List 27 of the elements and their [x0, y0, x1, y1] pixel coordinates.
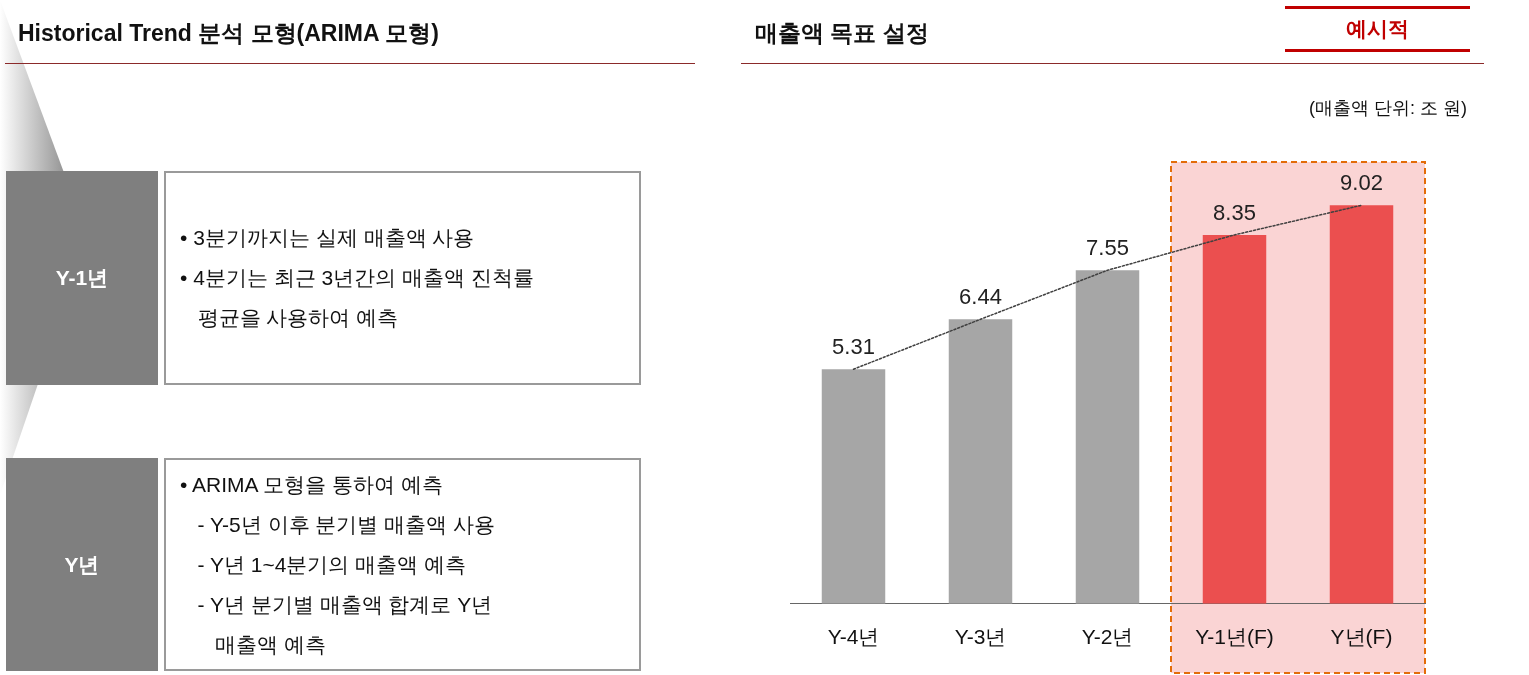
text: Historical Trend 분석 모형(ARIMA 모형) — [18, 19, 439, 48]
data-label: 8.35 — [1213, 199, 1256, 225]
text: Y년 — [6, 458, 158, 671]
bar — [1329, 205, 1394, 604]
text: • 3분기까지는 실제 매출액 사용 — [180, 225, 476, 251]
data-label: 9.02 — [1340, 170, 1383, 196]
text: - Y년 1~4분기의 매출액 예측 — [196, 551, 468, 578]
data-label: 5.31 — [832, 334, 875, 360]
text: - Y-5년 이후 분기별 매출액 사용 — [196, 511, 497, 538]
chart-title: 매출액 목표 설정 — [755, 19, 929, 48]
text: • ARIMA 모형을 통하여 예측 — [180, 471, 444, 498]
x-tick-label: Y-1년(F) — [1195, 625, 1274, 649]
x-tick-label: Y년(F) — [1330, 625, 1393, 649]
text: - Y년 분기별 매출액 합계로 Y년 매출액 예측 — [196, 591, 494, 658]
x-tick-label: Y-3년 — [954, 625, 1007, 649]
text: • 4분기는 최근 3년간의 매출액 진척률 평균을 사용하여 예측 — [180, 265, 535, 331]
bar — [821, 369, 886, 604]
text: Y-1년 — [6, 171, 158, 385]
bar — [1202, 234, 1267, 604]
data-label: 6.44 — [959, 284, 1002, 310]
data-label: 7.55 — [1086, 235, 1129, 261]
bar — [948, 319, 1013, 604]
x-tick-label: Y-4년 — [827, 625, 880, 649]
text: (매출액 단위: 조 원) — [1309, 97, 1467, 120]
x-tick-label: Y-2년 — [1081, 625, 1134, 649]
bar — [1075, 270, 1140, 604]
text: 예시적 — [1285, 6, 1470, 52]
